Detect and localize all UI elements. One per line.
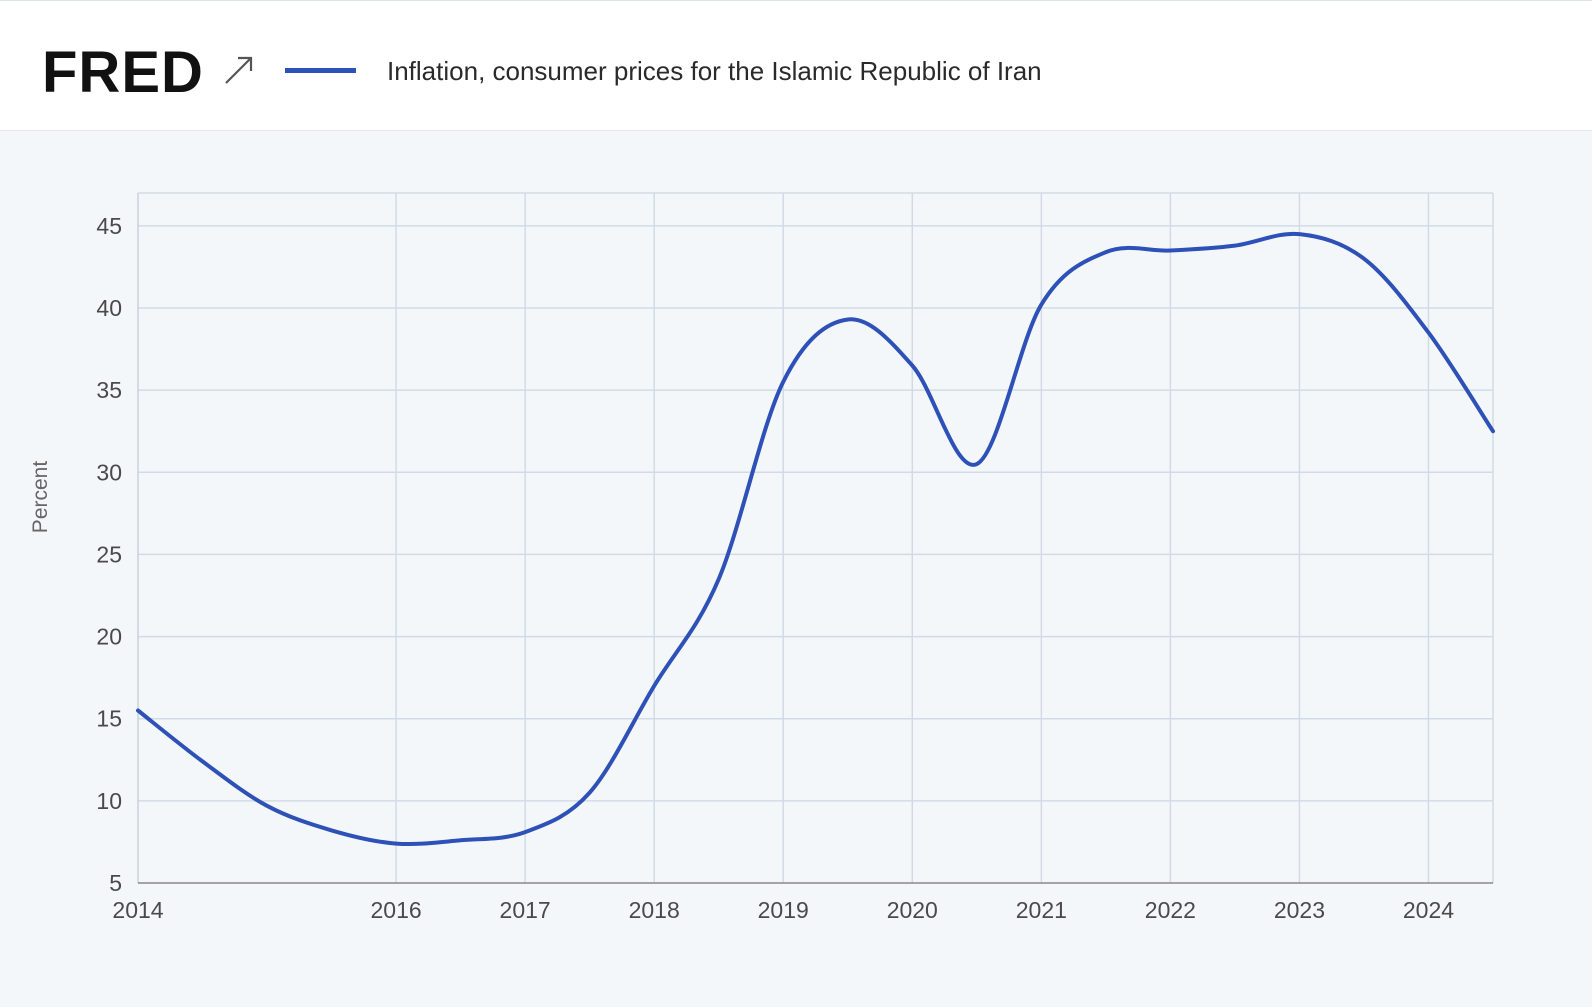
y-tick-label: 15 — [96, 706, 122, 732]
y-tick-label: 20 — [96, 624, 122, 650]
x-tick-label: 2017 — [500, 897, 551, 923]
y-tick-label: 35 — [96, 377, 122, 403]
x-tick-label: 2023 — [1274, 897, 1325, 923]
plot-background — [138, 193, 1493, 883]
y-tick-label: 45 — [96, 213, 122, 239]
series-line[interactable] — [136, 231, 1495, 847]
y-tick-label: 40 — [96, 295, 122, 321]
x-tick-label: 2014 — [112, 897, 163, 923]
axes — [137, 193, 1493, 884]
x-tick-label: 2020 — [887, 897, 938, 923]
chart-area: 5 10 15 20 25 30 35 40 45 2014 2016 2017 2018 2019 202… — [0, 131, 1592, 1002]
x-tick-label: 2018 — [629, 897, 680, 923]
line-chart[interactable]: 5 10 15 20 25 30 35 40 45 2014 2016 2017 2018 2019 202… — [0, 131, 1592, 1002]
series-layer — [136, 231, 1495, 847]
x-tick-label: 2019 — [758, 897, 809, 923]
legend-swatch — [285, 68, 356, 73]
y-tick-label: 30 — [96, 459, 122, 485]
x-tick-label: 2021 — [1016, 897, 1067, 923]
x-tick-label: 2016 — [371, 897, 422, 923]
legend-label[interactable]: Inflation, consumer prices for the Islam… — [387, 56, 1042, 86]
tick-labels: 5 10 15 20 25 30 35 40 45 2014 2016 2017 2018 2019 202… — [96, 213, 1454, 923]
trend-arrow-icon — [225, 56, 253, 84]
fred-logo[interactable]: FRED — [42, 40, 204, 105]
x-tick-label: 2022 — [1145, 897, 1196, 923]
header: FRED Inflation, consumer prices for the … — [0, 0, 1592, 131]
y-tick-label: 10 — [96, 788, 122, 814]
y-tick-label: 25 — [96, 541, 122, 567]
grid — [138, 192, 1494, 883]
y-tick-label: 5 — [109, 870, 122, 896]
x-tick-label: 2024 — [1403, 897, 1454, 923]
y-axis-label: Percent — [29, 461, 52, 534]
